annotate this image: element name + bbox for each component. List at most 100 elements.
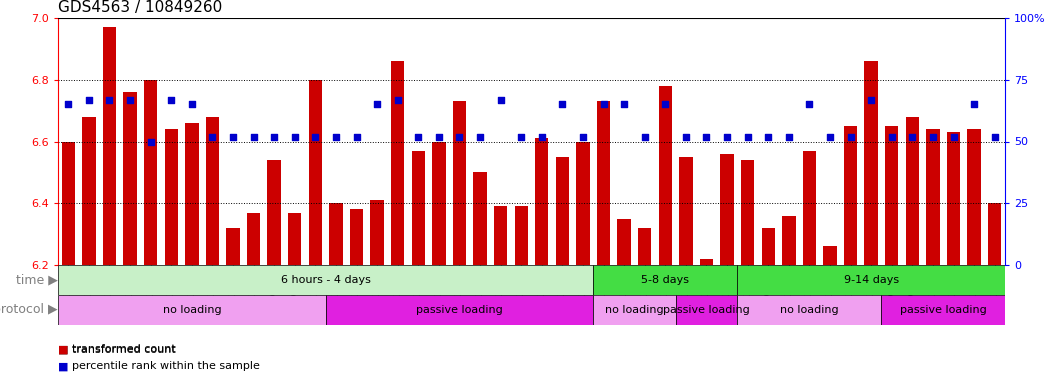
Bar — [432, 141, 446, 265]
Bar — [143, 80, 157, 265]
Bar — [737, 265, 1005, 295]
Text: passive loading: passive loading — [663, 305, 750, 315]
Point — [513, 134, 530, 140]
Point — [183, 101, 200, 108]
Bar — [124, 92, 137, 265]
Bar — [638, 228, 651, 265]
Bar — [371, 200, 384, 265]
Point — [471, 134, 488, 140]
Point — [986, 134, 1003, 140]
Bar — [882, 295, 1005, 325]
Bar — [823, 247, 837, 265]
Point — [389, 96, 406, 103]
Bar — [267, 160, 281, 265]
Text: no loading: no loading — [780, 305, 839, 315]
Point — [451, 134, 468, 140]
Bar — [83, 117, 95, 265]
Bar — [720, 154, 734, 265]
Bar — [514, 206, 528, 265]
Point — [925, 134, 941, 140]
Point — [554, 101, 571, 108]
Bar — [594, 265, 737, 295]
Point — [81, 96, 97, 103]
Point — [945, 134, 962, 140]
Text: passive loading: passive loading — [416, 305, 503, 315]
Text: no loading: no loading — [605, 305, 664, 315]
Point — [760, 134, 777, 140]
Bar — [737, 295, 882, 325]
Bar — [58, 295, 326, 325]
Bar — [226, 228, 240, 265]
Bar — [326, 295, 594, 325]
Point — [430, 134, 447, 140]
Point — [60, 101, 76, 108]
Point — [121, 96, 138, 103]
Point — [780, 134, 797, 140]
Bar — [803, 151, 816, 265]
Point — [698, 134, 715, 140]
Text: 9-14 days: 9-14 days — [844, 275, 898, 285]
Text: protocol ▶: protocol ▶ — [0, 303, 58, 316]
Text: time ▶: time ▶ — [16, 273, 58, 286]
Point — [409, 134, 426, 140]
Bar — [288, 212, 302, 265]
Bar — [473, 172, 487, 265]
Bar — [62, 141, 75, 265]
Bar — [556, 157, 570, 265]
Bar — [594, 295, 675, 325]
Text: no loading: no loading — [162, 305, 221, 315]
Bar — [164, 129, 178, 265]
Point — [904, 134, 920, 140]
Bar — [618, 218, 631, 265]
Bar — [309, 80, 322, 265]
Bar — [988, 203, 1001, 265]
Bar — [675, 295, 737, 325]
Point — [102, 96, 118, 103]
Point — [266, 134, 283, 140]
Point — [142, 138, 159, 144]
Bar — [741, 160, 754, 265]
Point — [616, 101, 632, 108]
Bar — [452, 101, 466, 265]
Bar — [411, 151, 425, 265]
Text: ■ transformed count: ■ transformed count — [58, 344, 176, 354]
Point — [656, 101, 673, 108]
Bar — [967, 129, 981, 265]
Point — [349, 134, 365, 140]
Bar — [597, 101, 610, 265]
Point — [307, 134, 324, 140]
Point — [965, 101, 982, 108]
Point — [739, 134, 756, 140]
Point — [863, 96, 879, 103]
Bar — [927, 129, 939, 265]
Bar — [350, 209, 363, 265]
Point — [369, 101, 385, 108]
Bar — [576, 141, 589, 265]
Point — [575, 134, 592, 140]
Bar — [247, 212, 261, 265]
Bar — [58, 265, 594, 295]
Bar — [329, 203, 342, 265]
Bar — [103, 27, 116, 265]
Point — [328, 134, 344, 140]
Bar — [205, 117, 219, 265]
Text: ■: ■ — [58, 344, 68, 354]
Point — [225, 134, 242, 140]
Text: transformed count: transformed count — [71, 344, 175, 354]
Point — [595, 101, 611, 108]
Bar — [535, 138, 549, 265]
Text: ■: ■ — [58, 361, 68, 371]
Text: percentile rank within the sample: percentile rank within the sample — [71, 361, 260, 371]
Bar — [782, 215, 796, 265]
Bar — [680, 157, 693, 265]
Bar — [699, 259, 713, 265]
Text: 6 hours - 4 days: 6 hours - 4 days — [281, 275, 371, 285]
Point — [245, 134, 262, 140]
Point — [204, 134, 221, 140]
Text: 5-8 days: 5-8 days — [642, 275, 689, 285]
Point — [287, 134, 304, 140]
Bar — [761, 228, 775, 265]
Bar — [885, 126, 898, 265]
Point — [492, 96, 509, 103]
Point — [637, 134, 653, 140]
